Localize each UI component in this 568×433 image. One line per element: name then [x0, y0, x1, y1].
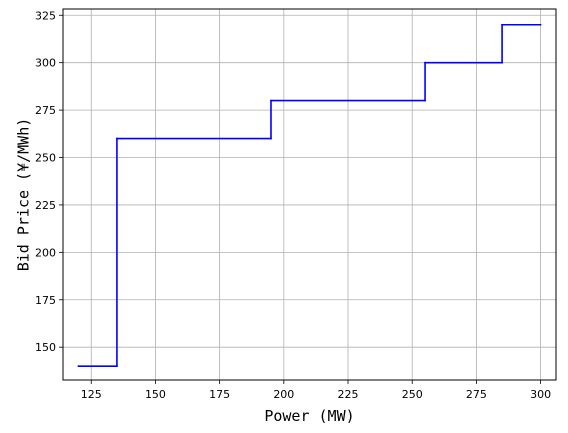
x-tick-label: 125	[81, 388, 102, 401]
x-tick-label: 250	[402, 388, 423, 401]
x-tick-label: 275	[466, 388, 487, 401]
data-point	[424, 61, 426, 64]
data-point	[116, 365, 118, 368]
x-tick-label: 200	[273, 388, 294, 401]
y-axis-ticks: 150 175 200 225 250 275 300 325	[35, 9, 63, 354]
y-tick-label: 300	[35, 57, 56, 70]
y-tick-label: 200	[35, 246, 56, 259]
bid-price-step-line	[78, 23, 541, 367]
x-tick-label: 175	[209, 388, 230, 401]
x-axis-ticks: 125 150 175 200 225 250 275 300	[81, 380, 551, 401]
grid	[63, 9, 556, 380]
data-point	[270, 99, 272, 102]
x-tick-label: 150	[145, 388, 166, 401]
y-tick-label: 150	[35, 341, 56, 354]
data-point	[77, 365, 80, 368]
x-axis-title: Power (MW)	[264, 407, 354, 425]
data-point	[501, 23, 503, 26]
data-point	[270, 137, 272, 140]
y-tick-label: 250	[35, 152, 56, 165]
series-layer	[77, 23, 542, 368]
data-point	[116, 137, 118, 140]
data-point	[424, 99, 426, 102]
y-tick-label: 225	[35, 199, 56, 212]
plot-frame	[62, 8, 557, 381]
data-point	[501, 61, 503, 64]
y-axis-title: Bid Price (¥/MWh)	[15, 118, 33, 272]
y-tick-label: 275	[35, 104, 56, 117]
x-tick-label: 300	[530, 388, 551, 401]
data-point	[539, 23, 542, 26]
y-tick-label: 325	[35, 9, 56, 22]
y-tick-label: 175	[35, 294, 56, 307]
x-tick-label: 225	[338, 388, 359, 401]
